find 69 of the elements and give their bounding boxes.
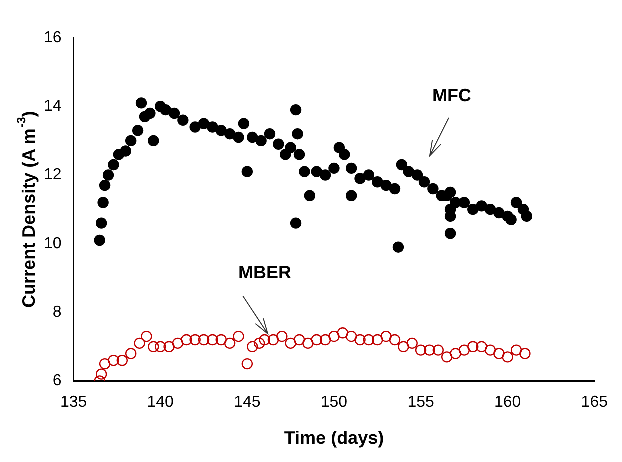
point (372, 334, 384, 346)
point (224, 338, 236, 350)
point (164, 341, 175, 352)
annotation: MFC (432, 86, 472, 106)
point (468, 341, 479, 352)
y-tick-label: 12 (44, 166, 62, 184)
y-axis-title: Current Density (A m-3) (14, 111, 39, 308)
point (99, 358, 111, 370)
point (294, 334, 306, 346)
point (216, 334, 227, 346)
point (424, 344, 436, 356)
point (320, 334, 332, 346)
y-tick-label: 10 (44, 235, 62, 252)
point (141, 330, 152, 342)
x-tick-label: 140 (147, 394, 174, 412)
x-axis-title: Time (days) (284, 428, 384, 448)
point (441, 352, 453, 363)
point (285, 338, 296, 350)
point (233, 330, 244, 342)
point (484, 344, 496, 356)
x-tick-label: 150 (320, 394, 348, 412)
point (190, 334, 201, 346)
x-tick-label: 145 (234, 394, 261, 412)
point (254, 338, 266, 350)
point (380, 330, 392, 342)
point (125, 348, 137, 360)
y-tick-label: 16 (44, 29, 62, 46)
point (108, 355, 120, 366)
point (389, 334, 401, 346)
point (247, 341, 258, 352)
point (494, 348, 505, 360)
point (268, 334, 280, 346)
point (337, 328, 349, 339)
point (134, 338, 146, 350)
point (432, 344, 444, 356)
point (458, 344, 470, 356)
point (415, 344, 427, 356)
point (242, 358, 254, 370)
point (311, 334, 322, 346)
point (116, 355, 128, 366)
x-tick-label: 160 (494, 394, 522, 412)
y-tick-label: 14 (44, 98, 62, 116)
x-tick-label: 135 (60, 394, 88, 412)
point (476, 341, 488, 352)
point (502, 352, 514, 363)
point (259, 334, 270, 346)
x-tick-label: 155 (408, 394, 434, 412)
y-tick-label: 6 (52, 372, 62, 390)
point (450, 348, 462, 360)
x-tick-label: 165 (581, 394, 608, 412)
y-tick-label: 8 (52, 304, 62, 321)
point (181, 334, 192, 346)
point (363, 334, 375, 346)
point (155, 341, 166, 352)
point (198, 334, 210, 346)
point (328, 330, 340, 342)
point (207, 334, 218, 346)
point (406, 338, 418, 350)
point (96, 368, 108, 380)
point (148, 341, 160, 352)
point (510, 344, 522, 356)
point (520, 348, 531, 360)
point (354, 334, 366, 346)
annotation: MBER (238, 262, 292, 284)
point (398, 341, 410, 352)
point (302, 338, 314, 350)
point (276, 330, 288, 342)
point (172, 338, 184, 350)
point (346, 330, 358, 342)
